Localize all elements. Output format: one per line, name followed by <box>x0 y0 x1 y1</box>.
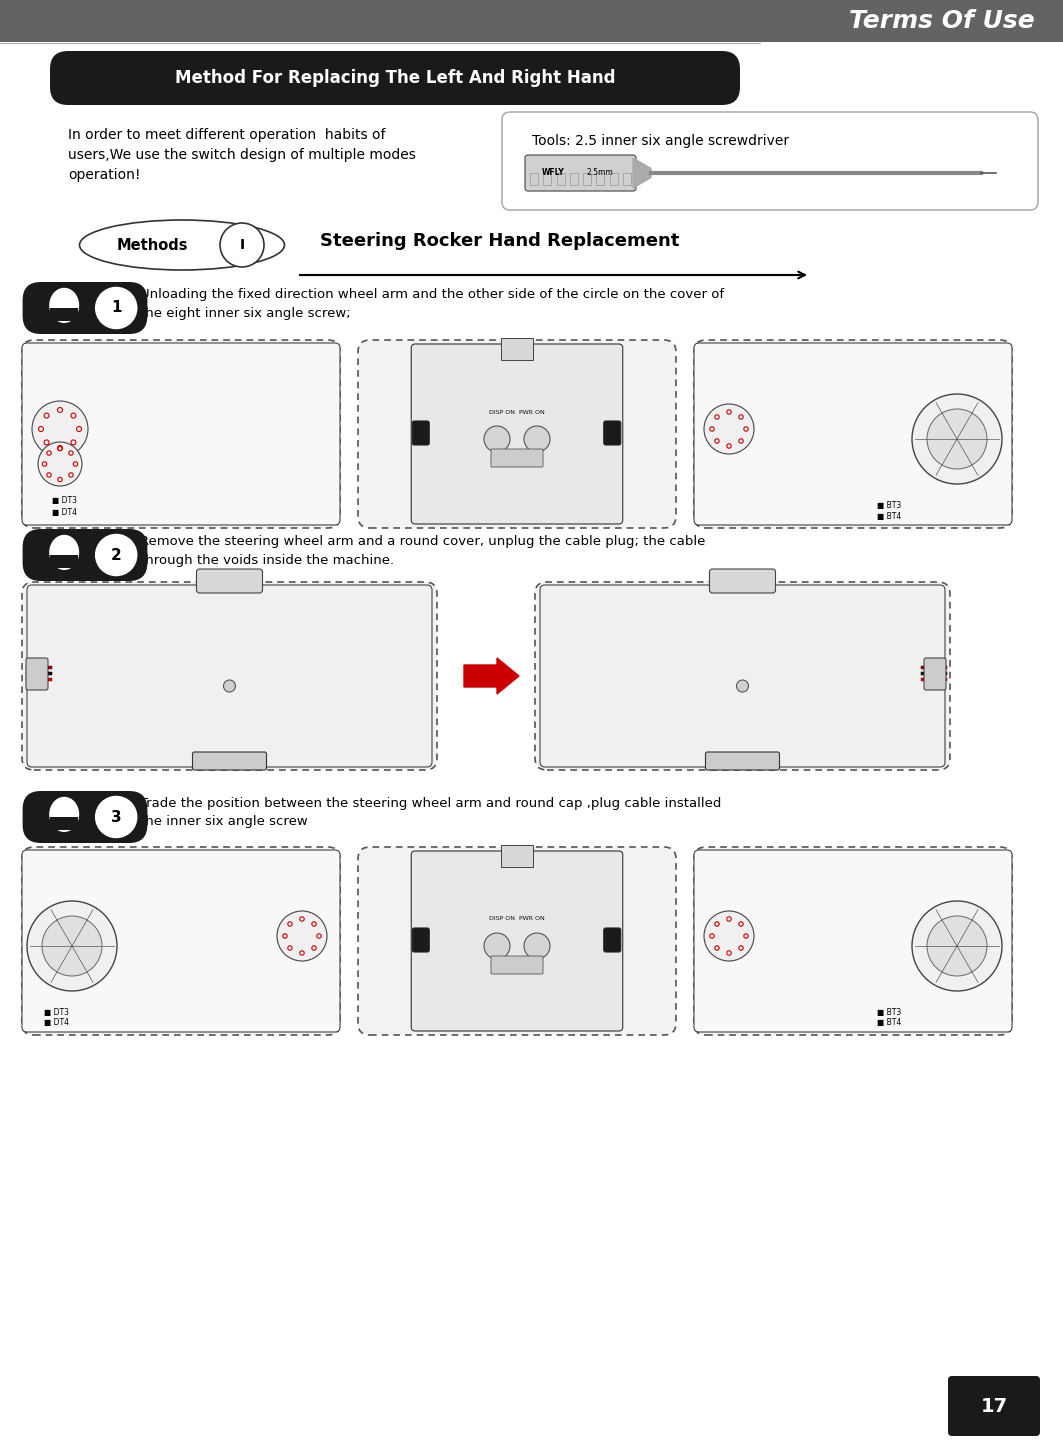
FancyBboxPatch shape <box>22 344 340 525</box>
Text: Unloading the fixed direction wheel arm and the other side of the circle on the : Unloading the fixed direction wheel arm … <box>140 289 724 319</box>
FancyBboxPatch shape <box>50 816 79 829</box>
FancyBboxPatch shape <box>948 1376 1040 1436</box>
FancyBboxPatch shape <box>411 851 623 1031</box>
Text: Tools: 2.5 inner six angle screwdriver: Tools: 2.5 inner six angle screwdriver <box>532 133 789 148</box>
Text: Remove the steering wheel arm and a round cover, unplug the cable plug; the cabl: Remove the steering wheel arm and a roun… <box>140 535 706 567</box>
Text: 17: 17 <box>980 1396 1008 1415</box>
FancyArrow shape <box>465 658 519 695</box>
Circle shape <box>27 900 117 990</box>
Circle shape <box>95 795 138 840</box>
Circle shape <box>484 932 510 958</box>
FancyBboxPatch shape <box>502 112 1037 210</box>
FancyBboxPatch shape <box>694 850 1012 1032</box>
FancyBboxPatch shape <box>412 420 429 445</box>
FancyBboxPatch shape <box>694 339 1012 528</box>
FancyBboxPatch shape <box>0 0 1063 42</box>
Ellipse shape <box>80 220 285 270</box>
Ellipse shape <box>50 535 79 570</box>
FancyBboxPatch shape <box>22 339 340 528</box>
Circle shape <box>912 394 1002 484</box>
Text: ■ DT4: ■ DT4 <box>52 509 77 518</box>
FancyBboxPatch shape <box>501 845 533 867</box>
Circle shape <box>704 405 754 454</box>
FancyBboxPatch shape <box>22 847 340 1035</box>
Circle shape <box>43 916 102 976</box>
FancyBboxPatch shape <box>694 344 1012 525</box>
Text: Terms Of Use: Terms Of Use <box>849 9 1035 33</box>
Text: Methods: Methods <box>116 238 188 252</box>
Text: WFLY: WFLY <box>542 168 564 177</box>
Text: In order to meet different operation  habits of
users,We use the switch design o: In order to meet different operation hab… <box>68 128 416 183</box>
Circle shape <box>95 286 138 331</box>
FancyBboxPatch shape <box>22 792 148 842</box>
FancyBboxPatch shape <box>411 344 623 523</box>
Circle shape <box>38 442 82 486</box>
Text: Steering Rocker Hand Replacement: Steering Rocker Hand Replacement <box>320 232 679 249</box>
Circle shape <box>32 402 88 457</box>
FancyBboxPatch shape <box>525 155 636 191</box>
Text: ■ BT3: ■ BT3 <box>877 502 901 510</box>
FancyBboxPatch shape <box>540 584 945 767</box>
Circle shape <box>95 534 138 577</box>
FancyBboxPatch shape <box>22 581 437 770</box>
Circle shape <box>277 911 327 961</box>
Text: 1: 1 <box>111 300 121 316</box>
Text: 2: 2 <box>111 548 121 563</box>
Circle shape <box>927 916 988 976</box>
FancyBboxPatch shape <box>50 307 79 320</box>
FancyBboxPatch shape <box>50 555 79 568</box>
Text: DISP ON  PWR ON: DISP ON PWR ON <box>489 409 545 415</box>
FancyBboxPatch shape <box>706 753 779 770</box>
FancyBboxPatch shape <box>924 658 946 690</box>
Text: ■ BT4: ■ BT4 <box>877 1018 901 1028</box>
Text: ■ DT4: ■ DT4 <box>44 1018 69 1028</box>
Circle shape <box>912 900 1002 990</box>
Text: ■ DT3: ■ DT3 <box>52 496 77 505</box>
FancyBboxPatch shape <box>22 529 148 581</box>
Circle shape <box>524 426 550 452</box>
Text: I: I <box>239 238 244 252</box>
Circle shape <box>220 223 264 267</box>
FancyBboxPatch shape <box>709 568 776 593</box>
FancyBboxPatch shape <box>501 338 533 360</box>
Text: Method For Replacing The Left And Right Hand: Method For Replacing The Left And Right … <box>174 70 615 87</box>
FancyBboxPatch shape <box>197 568 263 593</box>
Circle shape <box>927 409 988 468</box>
Text: 3: 3 <box>111 809 121 825</box>
Text: DISP ON  PWR ON: DISP ON PWR ON <box>489 916 545 922</box>
FancyBboxPatch shape <box>22 281 148 334</box>
FancyBboxPatch shape <box>27 584 432 767</box>
FancyBboxPatch shape <box>491 956 543 974</box>
Circle shape <box>484 426 510 452</box>
Text: ■ BT4: ■ BT4 <box>877 512 901 521</box>
FancyBboxPatch shape <box>535 581 950 770</box>
FancyBboxPatch shape <box>604 420 621 445</box>
Text: Trade the position between the steering wheel arm and round cap ,plug cable inst: Trade the position between the steering … <box>140 798 722 828</box>
FancyBboxPatch shape <box>604 928 621 953</box>
FancyBboxPatch shape <box>358 339 676 528</box>
FancyBboxPatch shape <box>22 850 340 1032</box>
Circle shape <box>524 932 550 958</box>
FancyBboxPatch shape <box>694 847 1012 1035</box>
Circle shape <box>704 911 754 961</box>
FancyBboxPatch shape <box>26 658 48 690</box>
Circle shape <box>223 680 236 692</box>
Text: 2.5mm: 2.5mm <box>587 168 613 177</box>
Text: ■ DT3: ■ DT3 <box>44 1009 69 1018</box>
Ellipse shape <box>50 798 79 831</box>
FancyBboxPatch shape <box>192 753 267 770</box>
FancyBboxPatch shape <box>50 51 740 104</box>
Polygon shape <box>632 158 651 189</box>
FancyBboxPatch shape <box>358 847 676 1035</box>
Ellipse shape <box>50 289 79 322</box>
FancyBboxPatch shape <box>412 928 429 953</box>
FancyBboxPatch shape <box>491 450 543 467</box>
Text: ■ BT3: ■ BT3 <box>877 1009 901 1018</box>
Circle shape <box>737 680 748 692</box>
